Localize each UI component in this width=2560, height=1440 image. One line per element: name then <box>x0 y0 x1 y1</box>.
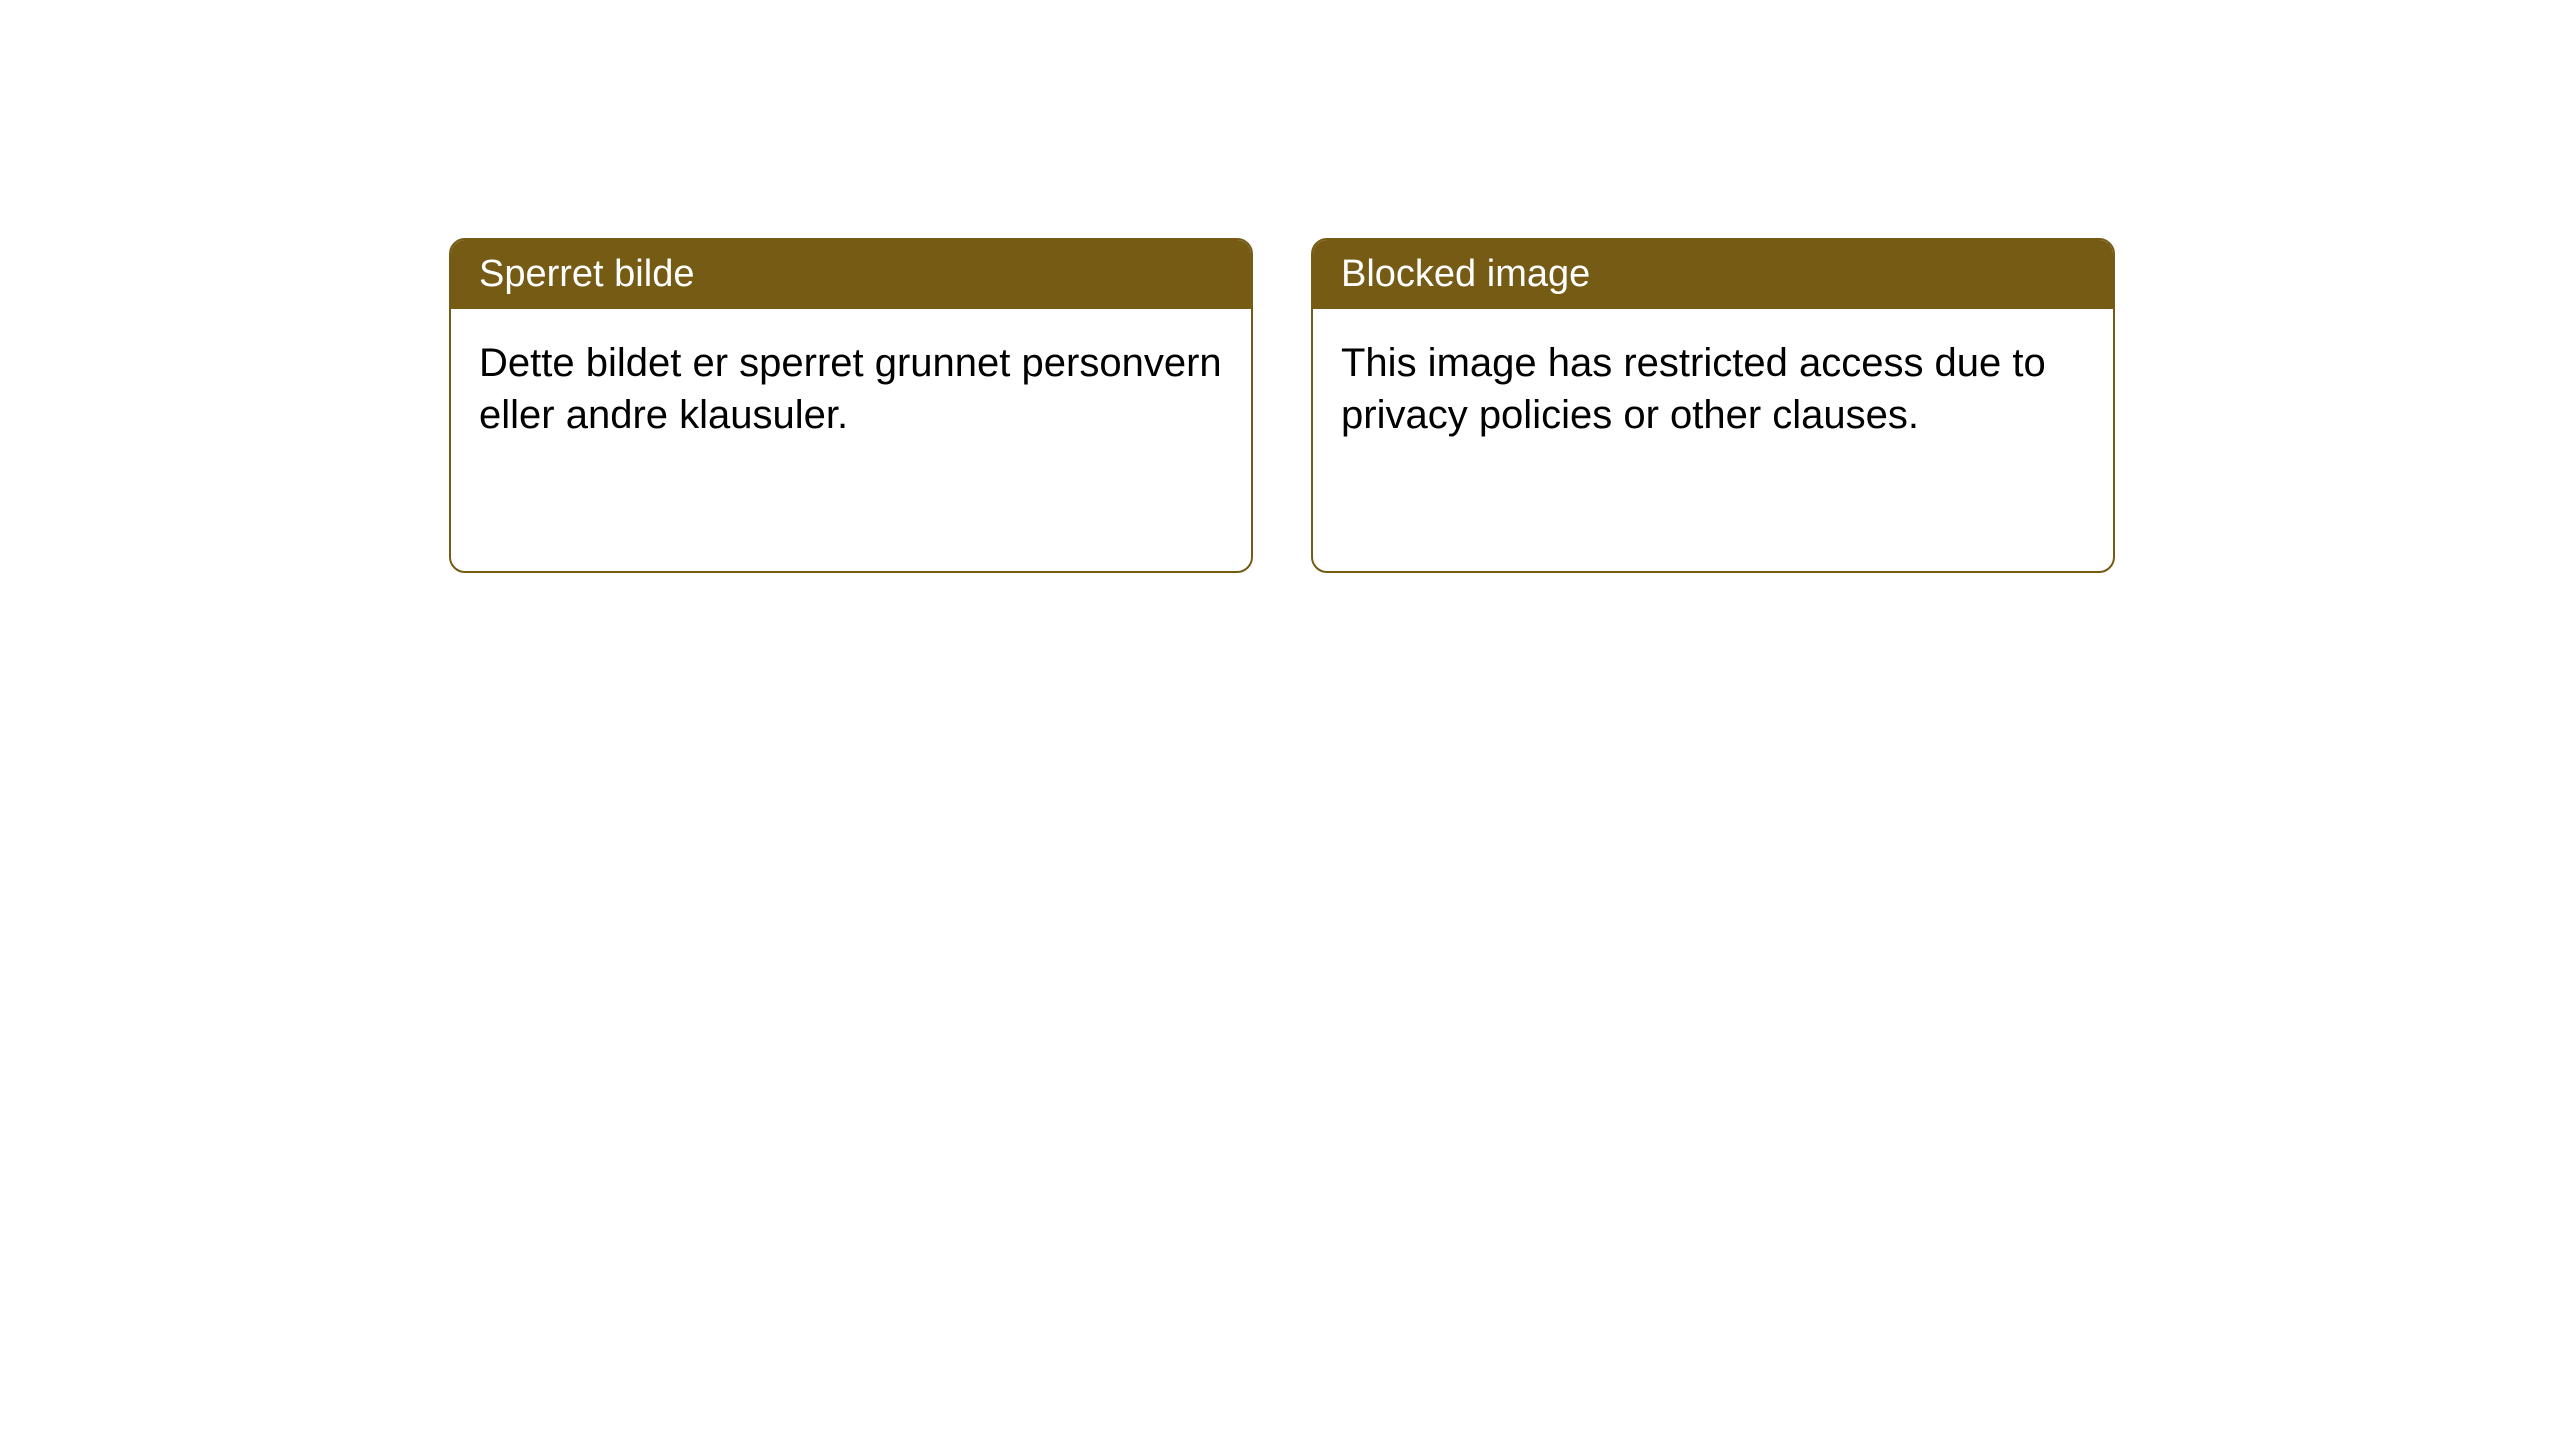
notice-card-body: This image has restricted access due to … <box>1313 309 2113 469</box>
notice-card-body: Dette bildet er sperret grunnet personve… <box>451 309 1251 469</box>
notice-card-title: Sperret bilde <box>451 240 1251 309</box>
notice-card-title: Blocked image <box>1313 240 2113 309</box>
notice-card-norwegian: Sperret bilde Dette bildet er sperret gr… <box>449 238 1253 573</box>
notice-container: Sperret bilde Dette bildet er sperret gr… <box>449 238 2115 573</box>
notice-card-english: Blocked image This image has restricted … <box>1311 238 2115 573</box>
